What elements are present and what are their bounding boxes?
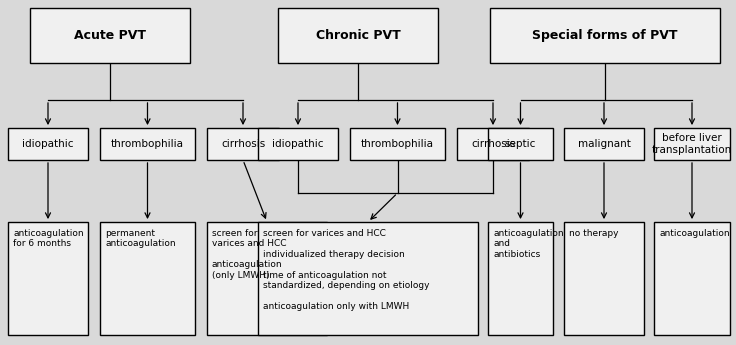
Text: screen for varices and HCC

individualized therapy decision

time of anticoagula: screen for varices and HCC individualize… — [263, 229, 430, 311]
Text: anticoagulation
and
antibiotics: anticoagulation and antibiotics — [493, 229, 564, 259]
Text: idiopathic: idiopathic — [272, 139, 324, 149]
Bar — [654, 128, 730, 160]
Text: thrombophilia: thrombophilia — [361, 139, 434, 149]
Bar — [8, 222, 88, 335]
Text: Acute PVT: Acute PVT — [74, 29, 146, 42]
Bar — [350, 128, 445, 160]
Text: screen for
varices and HCC

anticoagulation
(only LMWH): screen for varices and HCC anticoagulati… — [212, 229, 286, 279]
Bar — [8, 128, 88, 160]
Text: cirrhosis: cirrhosis — [221, 139, 265, 149]
Text: malignant: malignant — [578, 139, 631, 149]
Bar — [488, 222, 553, 335]
Bar — [100, 222, 195, 335]
Text: idiopathic: idiopathic — [22, 139, 74, 149]
Text: cirrhosis: cirrhosis — [471, 139, 515, 149]
Bar — [258, 222, 478, 335]
Bar — [207, 222, 327, 335]
Text: permanent
anticoagulation: permanent anticoagulation — [105, 229, 176, 248]
Text: before liver
transplantation: before liver transplantation — [652, 133, 732, 155]
Bar — [490, 8, 720, 63]
Bar — [654, 222, 730, 335]
Bar — [488, 128, 553, 160]
Bar — [564, 128, 644, 160]
Text: septic: septic — [505, 139, 537, 149]
Text: anticoagulation: anticoagulation — [659, 229, 729, 238]
Bar — [278, 8, 438, 63]
Text: Chronic PVT: Chronic PVT — [316, 29, 400, 42]
Bar — [258, 128, 338, 160]
Bar — [457, 128, 529, 160]
Text: anticoagulation
for 6 months: anticoagulation for 6 months — [13, 229, 84, 248]
Bar — [100, 128, 195, 160]
Bar — [30, 8, 190, 63]
Text: thrombophilia: thrombophilia — [111, 139, 184, 149]
Bar — [564, 222, 644, 335]
Bar — [207, 128, 279, 160]
Text: no therapy: no therapy — [569, 229, 618, 238]
Text: Special forms of PVT: Special forms of PVT — [532, 29, 678, 42]
